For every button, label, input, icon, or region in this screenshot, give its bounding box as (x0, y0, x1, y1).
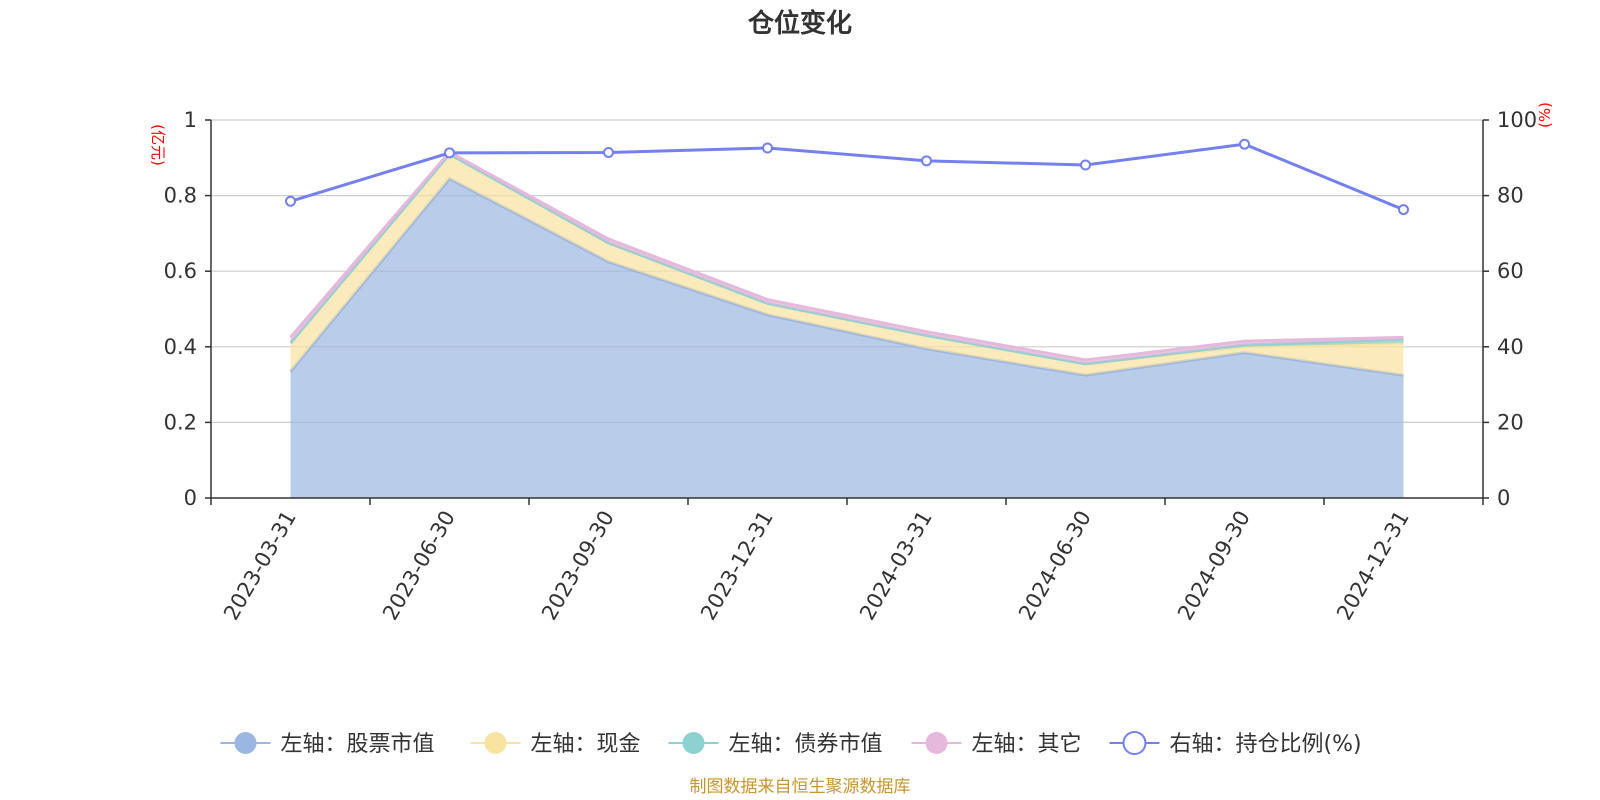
legend-label: 左轴：其它 (972, 732, 1082, 757)
ratio-point (603, 147, 614, 159)
x-axis-tick-label: 2023-03-31 (219, 507, 301, 625)
line-layer (285, 138, 1409, 216)
area-band (290, 178, 1404, 498)
x-axis-tick-label: 2023-12-31 (696, 507, 778, 625)
right-axis-tick-label: 80 (1497, 184, 1524, 208)
chart-title: 仓位变化 (747, 8, 852, 39)
right-axis-unit: (%) (1536, 102, 1554, 128)
x-axis-tick-label: 2024-06-30 (1014, 507, 1096, 625)
legend-item: 左轴：其它 (911, 732, 1082, 757)
ratio-point (1080, 159, 1091, 171)
right-axis-tick-label: 0 (1497, 486, 1510, 510)
legend-swatch-marker (682, 732, 705, 754)
right-axis-tick-label: 40 (1497, 335, 1524, 359)
ratio-point (444, 147, 455, 159)
ratio-point (921, 155, 932, 167)
ratio-line (290, 142, 1405, 211)
legend-item: 左轴：债券市值 (668, 732, 883, 757)
left-axis-tick-label: 0.4 (164, 335, 197, 359)
left-axis-tick-label: 0 (184, 486, 197, 510)
area-layer (289, 150, 1404, 498)
right-axis-tick-label: 60 (1497, 259, 1524, 283)
legend-swatch-marker (925, 732, 948, 754)
ratio-point (1239, 138, 1250, 150)
left-axis-tick-label: 0.8 (164, 184, 197, 208)
left-axis-tick-label: 0.2 (164, 410, 197, 434)
left-axis-tick-label: 1 (184, 108, 197, 132)
legend-label: 左轴：债券市值 (729, 732, 883, 757)
legend-label: 左轴：股票市值 (281, 732, 435, 757)
x-axis-tick-label: 2024-09-30 (1173, 507, 1255, 625)
ratio-point (1398, 204, 1409, 216)
x-axis-tick-label: 2024-12-31 (1332, 507, 1414, 625)
x-axis-tick-label: 2024-03-31 (855, 507, 937, 625)
legend-item: 右轴：持仓比例(%) (1109, 731, 1362, 757)
area-band (290, 154, 1404, 376)
ratio-point (762, 142, 773, 154)
legend-item: 左轴：现金 (470, 732, 641, 757)
legend-item: 左轴：股票市值 (220, 732, 435, 757)
ratio-point (285, 195, 296, 207)
legend-swatch-marker (1122, 731, 1147, 755)
x-axis-tick-label: 2023-06-30 (378, 507, 460, 625)
right-axis-tick-label: 20 (1497, 410, 1524, 434)
area-top-line (289, 150, 1404, 362)
right-axis-tick-label: 100 (1497, 108, 1537, 132)
left-axis-tick-label: 0.6 (164, 259, 197, 283)
legend-swatch-marker (484, 732, 507, 754)
left-axis-unit: (亿元) (149, 124, 167, 166)
data-source-note: 制图数据来自恒生聚源数据库 (690, 777, 911, 797)
legend: 左轴：股票市值 左轴：现金 左轴：债券市值 左轴：其它 右轴：持仓比例(%) (220, 731, 1362, 757)
x-axis-tick-label: 2023-09-30 (537, 507, 619, 625)
area-band (290, 152, 1404, 364)
legend-swatch-marker (234, 732, 257, 754)
legend-label: 右轴：持仓比例(%) (1170, 732, 1362, 757)
legend-label: 左轴：现金 (531, 732, 641, 757)
